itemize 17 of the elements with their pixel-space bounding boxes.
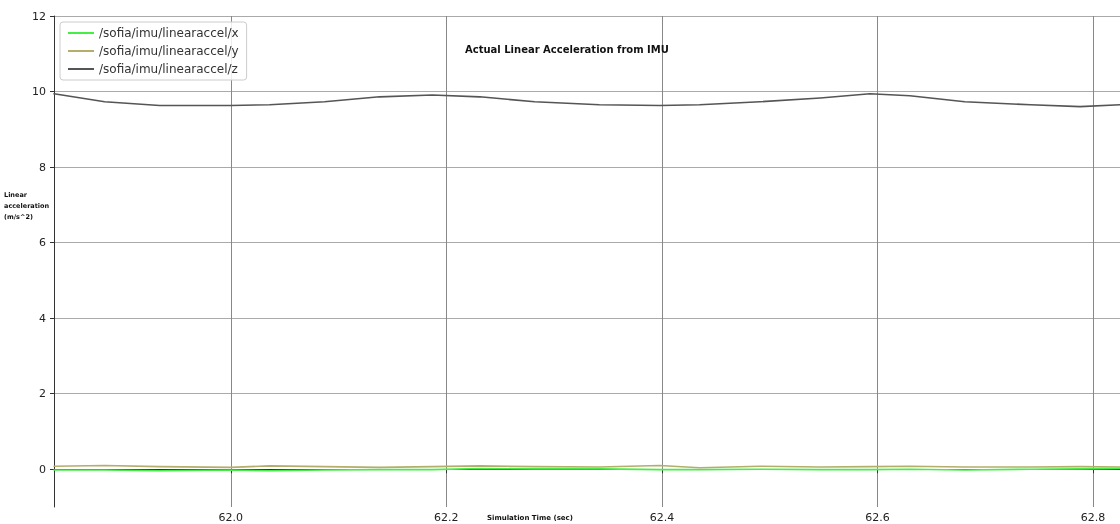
x-tick-label: 62.6 [865, 511, 890, 524]
y-tick-label: 6 [39, 236, 46, 250]
y-tick-label: 12 [32, 9, 46, 23]
y-tick-label: 10 [32, 85, 46, 99]
y-tick-label: 8 [39, 160, 46, 174]
text: Actual Linear Acceleration from IMU [465, 43, 669, 55]
y-tick-label: 2 [39, 387, 46, 401]
x-tick-label: 62.2 [434, 511, 459, 524]
x-tick-label: 62.8 [1080, 511, 1106, 524]
x-tick-label: 62.4 [649, 511, 675, 524]
y-tick-label: 0 [39, 462, 46, 476]
y-tick-label: 4 [39, 311, 46, 325]
legend-label: /sofia/imu/linearaccel/y [99, 44, 239, 58]
line-series [53, 93, 1120, 108]
legend-label: /sofia/imu/linearaccel/z [99, 62, 238, 76]
x-tick-label: 62.0 [218, 511, 244, 524]
legend-label: /sofia/imu/linearaccel/x [99, 26, 239, 40]
